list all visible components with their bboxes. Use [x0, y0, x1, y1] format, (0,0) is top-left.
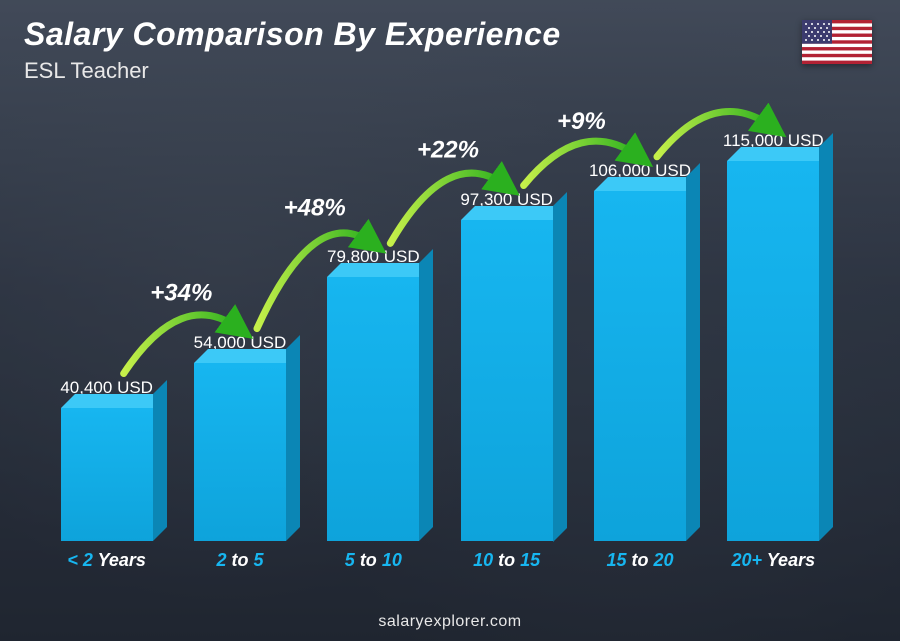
bar-slot: 106,000 USD	[573, 100, 706, 541]
bar-slot: 40,400 USD	[40, 100, 173, 541]
bar	[61, 408, 153, 541]
category-label: 5 to 10	[307, 550, 440, 571]
bar-slot: 115,000 USD	[707, 100, 840, 541]
bar	[194, 363, 286, 541]
bar-slot: 54,000 USD	[173, 100, 306, 541]
category-label: < 2 Years	[40, 550, 173, 571]
bar	[594, 191, 686, 541]
category-label: 20+ Years	[707, 550, 840, 571]
category-label: 15 to 20	[573, 550, 706, 571]
us-flag-icon	[802, 20, 872, 64]
category-labels: < 2 Years2 to 55 to 1010 to 1515 to 2020…	[40, 550, 840, 571]
category-label: 10 to 15	[440, 550, 573, 571]
chart-area: 40,400 USD54,000 USD79,800 USD97,300 USD…	[40, 100, 840, 571]
bar	[327, 277, 419, 541]
category-label: 2 to 5	[173, 550, 306, 571]
content: Salary Comparison By Experience ESL Teac…	[0, 0, 900, 641]
bar	[727, 161, 819, 541]
bar	[461, 220, 553, 542]
attribution: salaryexplorer.com	[0, 613, 900, 631]
bar-slot: 79,800 USD	[307, 100, 440, 541]
chart-subtitle: ESL Teacher	[24, 58, 149, 84]
chart-title: Salary Comparison By Experience	[24, 16, 561, 53]
bar-slot: 97,300 USD	[440, 100, 573, 541]
bars-container: 40,400 USD54,000 USD79,800 USD97,300 USD…	[40, 100, 840, 541]
